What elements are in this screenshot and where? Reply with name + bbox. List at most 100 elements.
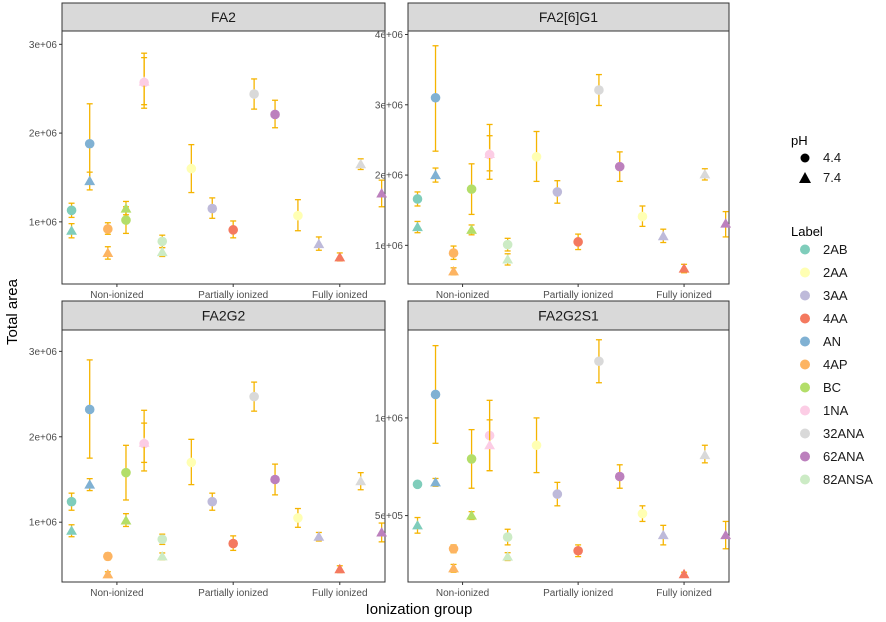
- panel-2: FA2G2 1e+06 2e+06 3e+06 Non-ionized Partially…: [29, 300, 388, 599]
- data-point-4aa-ph74: [334, 251, 346, 262]
- data-point-82ansa-ph44: [157, 236, 168, 247]
- data-point-82ansa-ph74: [502, 551, 514, 561]
- data-point-4aa-ph74: [334, 563, 346, 574]
- data-point-32ana-ph74: [355, 475, 367, 486]
- data-point-4ap-ph74: [448, 265, 459, 276]
- legend-swatch-62ana: [800, 451, 810, 462]
- data-point-4ap-ph74: [102, 247, 114, 257]
- data-point-3aa-ph74: [657, 529, 669, 540]
- legend-ph-label: 4.4: [823, 150, 841, 165]
- y-tick-label: 1e+06: [29, 217, 58, 228]
- data-point-2aa-ph44: [293, 210, 303, 221]
- data-point-62ana-ph44: [270, 109, 280, 120]
- y-tick-label: 5e+05: [375, 511, 404, 522]
- data-point-82ansa-ph44: [502, 239, 513, 250]
- x-axis-title: Ionization group: [366, 601, 473, 618]
- x-tick-label: Non-ionized: [90, 290, 143, 301]
- data-point-2ab-ph74: [66, 225, 77, 235]
- data-point-62ana-ph74: [376, 527, 388, 537]
- data-point-32ana-ph44: [249, 89, 259, 99]
- data-point-bc-ph44: [121, 215, 131, 225]
- data-point-3aa-ph74: [657, 230, 669, 241]
- data-point-32ana-ph44: [249, 391, 259, 402]
- legend-label-1na: 1NA: [823, 403, 849, 418]
- data-point-3aa-ph44: [552, 489, 563, 499]
- data-point-3aa-ph74: [313, 531, 325, 541]
- data-point-2ab-ph74: [412, 519, 423, 530]
- panels-layer: FA2 1e+06 2e+06 3e+06 Non-ionized Partially i…: [29, 2, 732, 599]
- legend-swatch-82ansa: [800, 474, 810, 485]
- data-point-2aa-ph44: [637, 211, 648, 222]
- legend-label-bc: BC: [823, 380, 841, 395]
- y-tick-label: 3e+06: [375, 100, 404, 111]
- y-axis-title: Total area: [4, 278, 21, 345]
- data-point-2ab-ph74: [412, 221, 423, 232]
- legend-swatch-4aa: [800, 313, 810, 324]
- legend-ph-title: pH: [791, 133, 808, 148]
- legend-label-3aa: 3AA: [823, 288, 848, 303]
- data-point-an-ph74: [430, 169, 441, 180]
- data-point-1na-ph74: [484, 148, 496, 159]
- legend-swatch-3aa: [800, 290, 810, 301]
- data-point-62ana-ph74: [720, 218, 732, 228]
- data-point-4ap-ph44: [103, 224, 113, 234]
- x-tick-label: Fully ionized: [312, 588, 368, 599]
- panel-title: FA2[6]G1: [539, 9, 598, 25]
- data-point-4aa-ph74: [678, 568, 690, 579]
- data-point-32ana-ph74: [699, 168, 711, 179]
- legend-swatch-4ap: [800, 359, 810, 370]
- data-point-2ab-ph44: [66, 205, 77, 216]
- data-point-an-ph74: [84, 175, 96, 186]
- data-point-an-ph44: [430, 92, 441, 103]
- data-point-4ap-ph44: [103, 551, 113, 562]
- plot-area: [407, 30, 730, 285]
- x-tick-label: Partially ionized: [198, 588, 268, 599]
- x-tick-label: Partially ionized: [198, 290, 268, 301]
- data-point-bc-ph44: [466, 184, 477, 194]
- data-point-an-ph44: [84, 138, 95, 149]
- y-tick-label: 3e+06: [29, 40, 58, 51]
- data-point-82ansa-ph74: [502, 254, 514, 264]
- panel-3: FA2G2S1 5e+05 1e+06 Non-ionized Partially io…: [375, 300, 732, 599]
- data-point-4aa-ph74: [678, 263, 690, 273]
- y-tick-label: 1e+06: [29, 518, 58, 529]
- data-point-32ana-ph44: [594, 85, 604, 95]
- data-point-bc-ph74: [466, 224, 477, 234]
- legend-swatch-2ab: [800, 244, 810, 255]
- legend-swatch-an: [800, 336, 810, 347]
- x-tick-label: Fully ionized: [312, 290, 368, 301]
- panel-title: FA2: [211, 9, 236, 25]
- legend-swatch-1na: [800, 405, 810, 416]
- x-tick-label: Partially ionized: [543, 588, 613, 599]
- data-point-3aa-ph74: [313, 238, 325, 249]
- data-point-62ana-ph74: [720, 529, 732, 540]
- data-point-2aa-ph44: [293, 513, 303, 523]
- data-point-62ana-ph44: [270, 474, 280, 485]
- panel-strip: [407, 2, 730, 32]
- y-tick-label: 2e+06: [29, 129, 58, 140]
- data-point-82ansa-ph44: [502, 532, 513, 542]
- legend: pH Label 4.4 7.4 2AB 2AA 3AA 4AA AN 4AP BC 1NA 32A…: [791, 133, 873, 487]
- data-point-bc-ph44: [466, 454, 477, 464]
- data-point-4ap-ph44: [448, 248, 459, 258]
- data-point-1na-ph74: [484, 439, 496, 450]
- data-point-62ana-ph44: [614, 161, 625, 172]
- data-point-2aa-ph44: [531, 151, 542, 162]
- legend-label-82ansa: 82ANSA: [823, 472, 873, 487]
- data-point-2ab-ph74: [66, 525, 77, 535]
- data-point-an-ph44: [430, 389, 441, 400]
- x-tick-label: Non-ionized: [436, 588, 489, 599]
- data-point-3aa-ph44: [207, 496, 218, 507]
- panel-0: FA2 1e+06 2e+06 3e+06 Non-ionized Partially i…: [29, 2, 388, 301]
- data-point-bc-ph74: [466, 510, 477, 520]
- data-point-82ansa-ph44: [157, 534, 168, 545]
- data-point-bc-ph44: [121, 467, 131, 478]
- y-tick-label: 4e+06: [375, 30, 404, 41]
- data-point-bc-ph74: [120, 203, 132, 213]
- panel-1: FA2[6]G1 1e+06 2e+06 3e+06 4e+06 Non-ionized P…: [375, 2, 732, 301]
- data-point-4aa-ph44: [228, 538, 238, 549]
- data-point-3aa-ph44: [552, 187, 563, 197]
- data-point-4ap-ph74: [448, 562, 459, 573]
- legend-label-2ab: 2AB: [823, 242, 848, 257]
